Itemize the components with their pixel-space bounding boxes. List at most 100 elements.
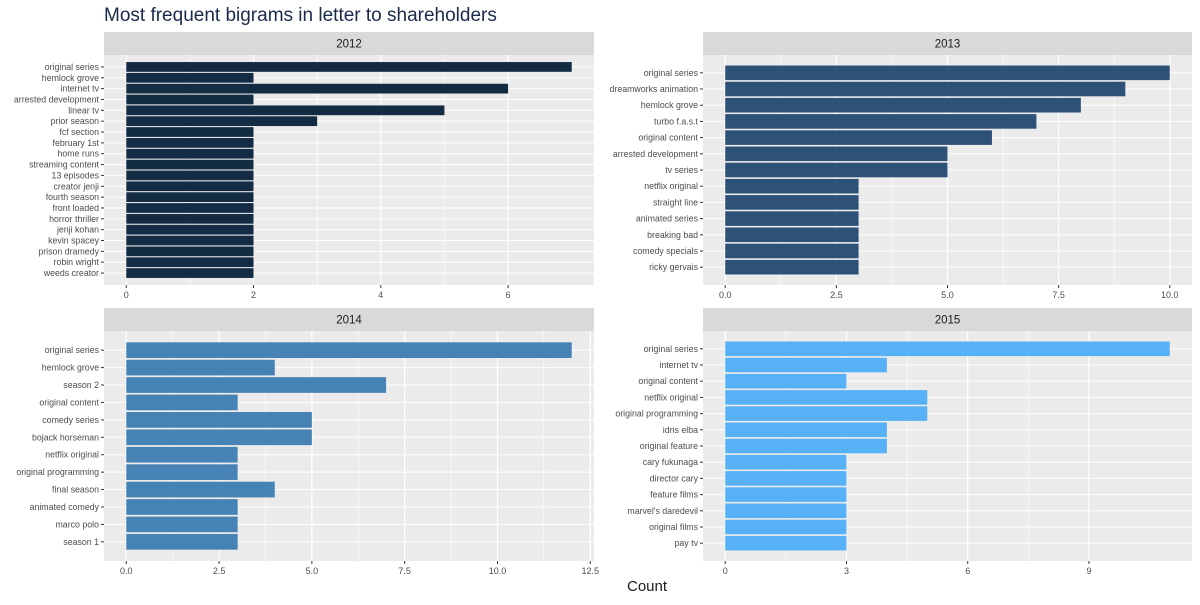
bar-2014-0 <box>126 342 572 359</box>
bar-2012-15 <box>126 224 254 235</box>
y-tick-label: idris elba <box>663 425 698 435</box>
bar-2015-11 <box>725 519 847 535</box>
y-tick-label: comedy series <box>42 415 99 425</box>
x-axis-label: Count <box>627 578 668 595</box>
y-tick-label: original series <box>45 345 100 355</box>
y-tick-label: linear tv <box>68 105 99 115</box>
y-tick-label: netflix original <box>45 450 99 460</box>
y-tick-label: ricky gervais <box>649 262 698 272</box>
x-tick-label: 0 <box>124 290 129 300</box>
chart-title: Most frequent bigrams in letter to share… <box>104 5 497 26</box>
facet-panel-2015: 2015 original series internet tv original c… <box>615 308 1192 576</box>
bar-2012-6 <box>126 127 254 137</box>
bar-2014-10 <box>126 516 238 533</box>
y-tick-label: original feature <box>640 441 698 451</box>
y-tick-label: hemlock grove <box>42 363 99 373</box>
bar-2015-10 <box>725 503 847 519</box>
y-tick-label: original programming <box>16 467 99 477</box>
bar-2012-13 <box>126 203 254 213</box>
y-tick-label: hemlock grove <box>42 73 99 83</box>
x-tick-label: 6 <box>965 566 970 576</box>
y-tick-label: internet tv <box>659 360 698 370</box>
x-tick-label: 12.5 <box>582 566 600 576</box>
bar-2014-9 <box>126 499 238 515</box>
x-tick-label: 0.0 <box>120 566 133 576</box>
bar-2012-1 <box>126 72 254 83</box>
bar-2014-11 <box>126 533 238 550</box>
bar-2013-1 <box>725 81 1126 97</box>
bar-2013-5 <box>725 146 948 162</box>
y-tick-label: straight line <box>653 197 698 207</box>
bar-2015-7 <box>725 454 847 470</box>
y-tick-label: fourth season <box>46 192 99 202</box>
y-tick-label: tv series <box>665 165 698 175</box>
bar-2012-11 <box>126 181 254 192</box>
bar-2012-4 <box>126 105 445 116</box>
facet-strip-label: 2013 <box>935 39 961 51</box>
y-tick-label: bojack horseman <box>32 432 99 442</box>
bar-2015-12 <box>725 535 847 551</box>
bar-2015-3 <box>725 390 928 405</box>
y-tick-label: dreamworks animation <box>610 84 699 94</box>
bar-2012-3 <box>126 94 254 105</box>
x-tick-label: 10.0 <box>489 566 507 576</box>
y-tick-label: original series <box>644 344 699 354</box>
bar-2014-8 <box>126 481 275 498</box>
y-tick-label: february 1st <box>53 138 100 148</box>
bar-2012-16 <box>126 235 254 246</box>
facet-strip-bg <box>104 308 594 331</box>
facet-panel-2013: 2013 original series dreamworks animation h… <box>610 32 1192 300</box>
facet-strip-bg <box>703 308 1192 331</box>
y-tick-label: cary fukunaga <box>643 457 698 467</box>
bar-2015-0 <box>725 341 1170 357</box>
bar-2014-6 <box>126 446 238 463</box>
y-tick-label: fcf section <box>59 127 99 137</box>
facet-strip-bg <box>703 32 1192 55</box>
bar-2015-9 <box>725 487 847 502</box>
y-tick-label: animated series <box>636 214 699 224</box>
bar-2014-3 <box>126 394 238 411</box>
bar-2013-4 <box>725 130 992 145</box>
y-tick-label: kevin spacey <box>48 236 99 246</box>
x-tick-label: 0.0 <box>719 290 732 300</box>
y-tick-label: final season <box>52 485 99 495</box>
bar-2015-1 <box>725 357 887 373</box>
y-tick-label: streaming content <box>29 160 99 170</box>
y-tick-label: prior season <box>51 116 100 126</box>
y-tick-label: original series <box>45 62 100 72</box>
facet-strip-bg <box>104 32 594 55</box>
bar-2014-7 <box>126 464 238 480</box>
x-tick-label: 10.0 <box>1161 290 1179 300</box>
x-tick-label: 5.0 <box>306 566 319 576</box>
bar-2012-7 <box>126 137 254 148</box>
bar-2015-6 <box>725 438 887 454</box>
y-tick-label: netflix original <box>644 392 698 402</box>
bar-2013-8 <box>725 195 859 210</box>
bar-2013-11 <box>725 243 859 259</box>
y-tick-label: original content <box>638 376 698 386</box>
bar-2012-19 <box>126 268 254 278</box>
y-tick-label: pay tv <box>675 538 699 548</box>
x-tick-label: 6 <box>506 290 511 300</box>
y-tick-label: prison dramedy <box>38 246 99 256</box>
y-tick-label: weeds creator <box>43 268 99 278</box>
bar-2014-4 <box>126 412 312 428</box>
x-tick-label: 7.5 <box>398 566 411 576</box>
y-tick-label: original content <box>638 133 698 143</box>
x-tick-label: 0 <box>723 566 728 576</box>
y-tick-label: breaking bad <box>647 230 698 240</box>
bar-2015-5 <box>725 422 887 438</box>
x-tick-label: 7.5 <box>1052 290 1065 300</box>
bar-2013-0 <box>725 65 1170 81</box>
facet-strip-label: 2015 <box>935 315 961 327</box>
bar-2013-6 <box>725 162 948 178</box>
y-tick-label: internet tv <box>60 84 99 94</box>
bar-2013-9 <box>725 211 859 226</box>
y-tick-label: horror thriller <box>49 214 99 224</box>
x-tick-label: 3 <box>844 566 849 576</box>
y-tick-label: original content <box>39 397 99 407</box>
facet-strip-label: 2012 <box>336 39 362 51</box>
y-tick-label: front loaded <box>53 203 100 213</box>
